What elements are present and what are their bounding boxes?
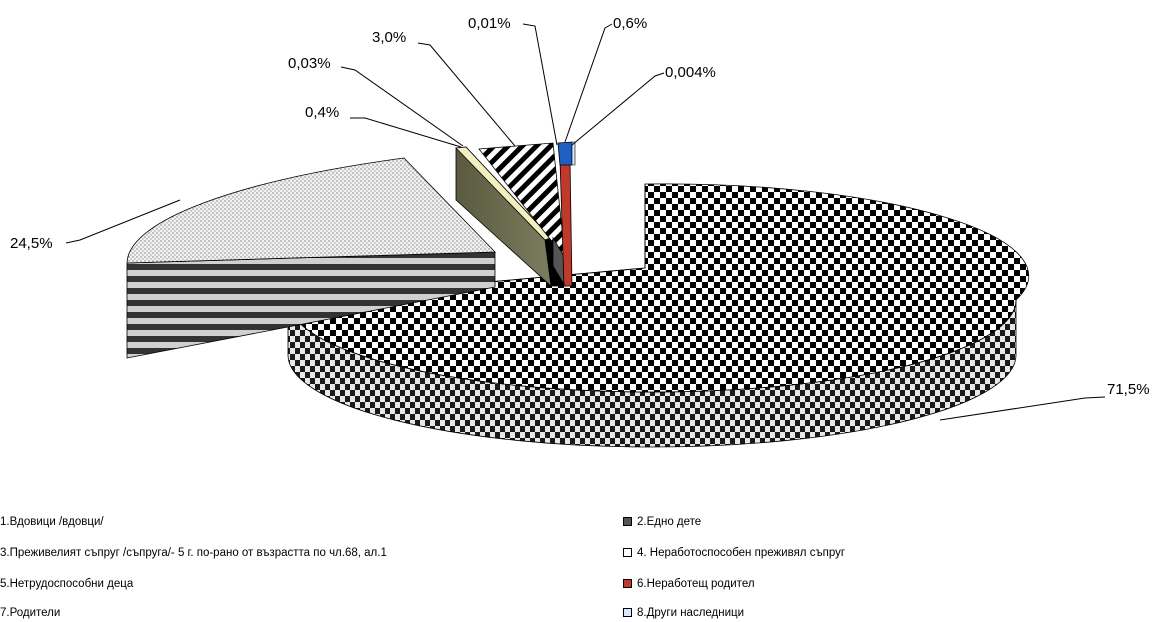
legend-label-3: 3.Преживелият съпруг /съпруга/- 5 г. по-… bbox=[0, 547, 387, 559]
slice-2 bbox=[126, 157, 496, 359]
legend-item-4: 4. Неработоспособен преживял съпруг bbox=[623, 546, 845, 560]
pie-chart: 71,5% 24,5% 0,03% 0,4% 3,0% 0,01% 0,6% 0… bbox=[10, 15, 1150, 448]
data-label-2: 24,5% bbox=[10, 235, 53, 252]
slice-8 bbox=[571, 141, 576, 166]
legend-label-4: 4. Неработоспособен преживял съпруг bbox=[637, 547, 846, 559]
slice-5 bbox=[478, 142, 566, 288]
data-label-3: 0,03% bbox=[288, 55, 331, 72]
leader-lines bbox=[65, 23, 1106, 421]
slice-7 bbox=[557, 141, 573, 166]
data-label-4: 0,4% bbox=[305, 104, 339, 121]
data-label-7: 0,6% bbox=[613, 15, 647, 32]
legend-item-8: 8.Други наследници bbox=[623, 606, 744, 620]
legend-label-1: 1.Вдовици /вдовци/ bbox=[0, 516, 104, 528]
legend-item-3: 3.Преживелият съпруг /съпруга/- 5 г. по-… bbox=[0, 546, 387, 560]
legend-label-8: 8.Други наследници bbox=[637, 607, 745, 619]
data-label-5: 3,0% bbox=[372, 29, 406, 46]
legend-label-2: 2.Едно дете bbox=[637, 516, 702, 528]
legend-label-7: 7.Родители bbox=[0, 607, 61, 619]
data-label-6: 0,01% bbox=[468, 15, 511, 32]
legend-item-1: 1.Вдовици /вдовци/ bbox=[0, 515, 104, 529]
legend-label-5: 5.Нетрудоспособни деца bbox=[0, 578, 134, 590]
legend-item-2: 2.Едно дете bbox=[623, 515, 701, 529]
slice-1 bbox=[287, 183, 1030, 448]
legend-item-7: 7.Родители bbox=[0, 606, 60, 620]
legend-item-5: 5.Нетрудоспособни деца bbox=[0, 577, 133, 591]
data-label-1: 71,5% bbox=[1107, 381, 1150, 398]
slice-1-top bbox=[287, 183, 1030, 393]
legend-item-6: 6.Неработещ родител bbox=[623, 577, 755, 591]
data-label-8: 0,004% bbox=[665, 64, 716, 81]
legend-label-6: 6.Неработещ родител bbox=[637, 578, 755, 590]
legend: 1.Вдовици /вдовци/ 2.Едно дете 3.Преживе… bbox=[0, 505, 1153, 622]
slice-2-top bbox=[126, 157, 496, 264]
